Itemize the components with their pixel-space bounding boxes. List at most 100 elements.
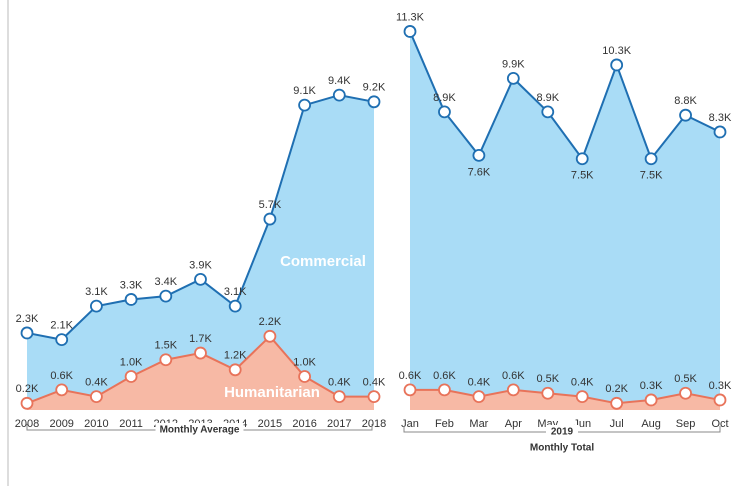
point [263, 212, 277, 226]
point [90, 390, 103, 404]
value-label: 11.3K [396, 11, 425, 23]
value-label: 0.4K [363, 377, 386, 389]
value-label: 0.6K [399, 370, 422, 382]
series-line [410, 388, 721, 405]
point [298, 370, 312, 383]
value-label: 3.1K [85, 286, 108, 298]
point [713, 125, 727, 139]
value-label: 3.1K [224, 286, 247, 298]
point [263, 329, 277, 343]
x-tick-label: 2009 [49, 418, 73, 430]
point [472, 148, 486, 162]
x-tick-label: Jan [401, 418, 419, 430]
x-tick-label: Aug [641, 418, 661, 430]
point [332, 88, 346, 102]
point [610, 58, 624, 72]
x-tick-label: 2008 [15, 418, 39, 430]
x-tick-label: Oct [711, 418, 728, 430]
value-label: 0.4K [328, 377, 351, 389]
point [438, 383, 451, 397]
value-label: 9.9K [502, 58, 525, 70]
value-label: 0.2K [605, 383, 628, 395]
x-tick-label: 2015 [258, 418, 282, 430]
point [472, 390, 486, 404]
point [713, 393, 727, 407]
x-tick-label: Apr [505, 418, 522, 430]
value-label: 1.0K [293, 356, 316, 368]
value-label: 0.5K [674, 373, 697, 385]
value-label: 3.4K [154, 276, 177, 288]
value-label: 5.7K [259, 199, 282, 211]
value-label: 0.6K [502, 370, 525, 382]
point [541, 105, 555, 119]
x-axis-label: Monthly Average [160, 425, 240, 436]
value-label: 9.1K [293, 85, 316, 97]
point [194, 272, 207, 286]
series-name: Humanitarian [224, 384, 320, 401]
label-bg [155, 423, 244, 437]
value-label: 0.4K [468, 377, 491, 389]
point [159, 289, 173, 303]
value-label: 9.4K [328, 75, 351, 87]
value-label: 0.6K [50, 370, 73, 382]
value-label: 8.9K [433, 92, 456, 104]
area-fill [410, 389, 720, 410]
value-label: 0.6K [433, 370, 456, 382]
value-label: 2.2K [259, 316, 282, 328]
point [332, 390, 346, 404]
point [575, 152, 589, 166]
area-fill [410, 31, 720, 410]
point [20, 396, 34, 410]
value-label: 8.9K [536, 92, 559, 104]
x-tick-label: 2011 [119, 418, 143, 430]
x-tick-label: Jul [610, 418, 624, 430]
label-bg [546, 425, 578, 439]
value-label: 0.3K [709, 380, 732, 392]
value-label: 8.8K [674, 95, 697, 107]
point [541, 386, 555, 400]
point [575, 390, 589, 404]
x-tick-label: 2016 [292, 418, 316, 430]
value-label: 10.3K [602, 45, 631, 57]
x-tick-label: Feb [435, 418, 454, 430]
value-label: 9.2K [363, 82, 386, 94]
point [298, 98, 312, 112]
x-axis-label: Monthly Total [530, 443, 594, 454]
point [228, 363, 242, 377]
value-label: 0.2K [16, 383, 39, 395]
value-label: 0.4K [85, 377, 108, 389]
value-label: 0.3K [640, 380, 663, 392]
point [644, 393, 658, 407]
point [610, 396, 624, 410]
point [20, 326, 34, 340]
point [403, 25, 417, 38]
point [679, 386, 692, 400]
x-tick-label: 2017 [327, 418, 351, 430]
x-group-label: 2019 [551, 427, 574, 438]
point [124, 293, 138, 306]
value-label: 3.9K [189, 259, 212, 271]
point [55, 333, 69, 347]
point [194, 346, 207, 360]
value-label: 1.0K [120, 356, 143, 368]
value-label: 3.3K [120, 279, 143, 291]
point [367, 95, 381, 109]
value-label: 7.6K [468, 166, 491, 178]
value-label: 7.5K [640, 170, 663, 182]
area-fill [27, 95, 374, 410]
point [506, 383, 520, 397]
x-tick-label: Mar [469, 418, 488, 430]
series-name: Commercial [280, 253, 366, 270]
x-tick-label: 2010 [84, 418, 108, 430]
x-tick-label: 2018 [362, 418, 386, 430]
x-tick-label: Sep [676, 418, 696, 430]
point [367, 390, 381, 404]
area-fill [27, 336, 374, 410]
value-label: 1.7K [189, 333, 212, 345]
value-label: 1.5K [154, 340, 177, 352]
point [644, 152, 658, 166]
value-label: 0.4K [571, 377, 594, 389]
value-label: 2.1K [50, 320, 73, 332]
point [403, 383, 417, 397]
